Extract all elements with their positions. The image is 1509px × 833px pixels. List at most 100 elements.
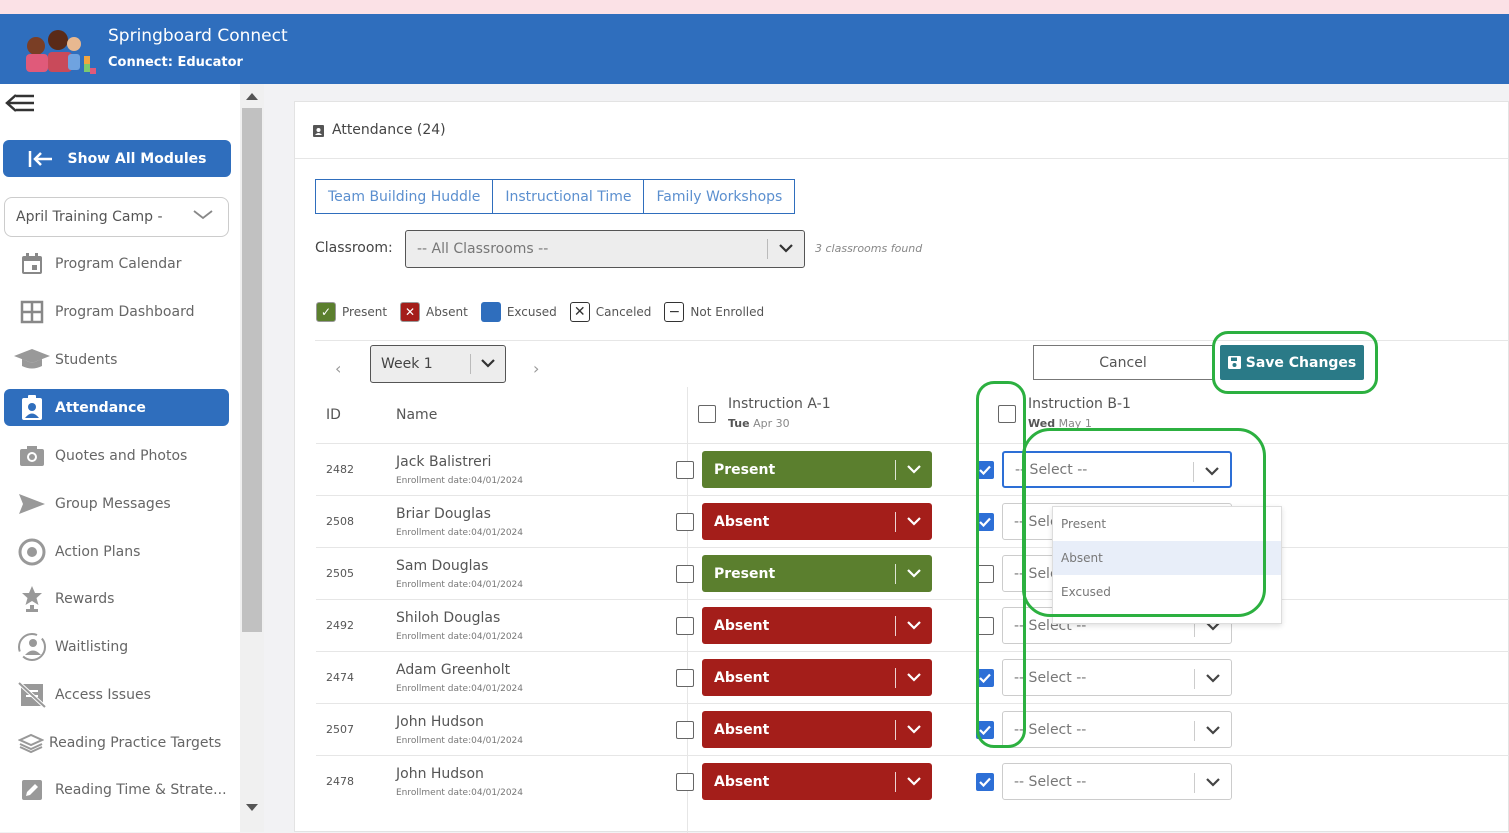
- status-select-a[interactable]: Absent: [702, 503, 932, 540]
- tab-family-workshops[interactable]: Family Workshops: [656, 188, 783, 205]
- student-name: Shiloh Douglas: [396, 610, 501, 626]
- scroll-down-icon[interactable]: [246, 804, 258, 811]
- status-select-b[interactable]: -- Select --: [1002, 711, 1232, 748]
- sidebar-item-quotes-photos[interactable]: Quotes and Photos: [4, 437, 229, 474]
- sidebar-item-reading-practice[interactable]: Reading Practice Targets: [4, 724, 229, 761]
- status-select-b[interactable]: -- Select --: [1002, 451, 1232, 488]
- row-a-checkbox[interactable]: [676, 461, 694, 479]
- sidebar-item-attendance[interactable]: Attendance: [4, 389, 229, 426]
- status-select-a[interactable]: Present: [702, 555, 932, 592]
- sidebar-item-waitlisting[interactable]: Waitlisting: [4, 628, 229, 665]
- sidebar-scrollbar[interactable]: [240, 84, 264, 832]
- row-b-checkbox[interactable]: [976, 721, 994, 739]
- cancel-button[interactable]: Cancel: [1033, 345, 1213, 380]
- row-a-checkbox[interactable]: [676, 773, 694, 791]
- sidebar: Show All Modules April Training Camp - P…: [0, 84, 240, 832]
- scroll-thumb[interactable]: [242, 108, 262, 632]
- row-a-checkbox[interactable]: [676, 721, 694, 739]
- collapse-menu-icon[interactable]: [4, 92, 36, 114]
- sidebar-item-label: Attendance: [55, 399, 146, 416]
- row-a-checkbox[interactable]: [676, 669, 694, 687]
- status-value: Absent: [714, 773, 770, 790]
- column-header-instruction-b: Instruction B-1: [1028, 396, 1131, 412]
- sidebar-item-access-issues[interactable]: Access Issues: [4, 676, 229, 713]
- sidebar-item-reading-time[interactable]: Reading Time & Strate...: [4, 771, 229, 808]
- sidebar-item-students[interactable]: Students: [4, 341, 229, 378]
- blocked-doc-icon: [18, 681, 46, 708]
- dropdown-option-absent[interactable]: Absent: [1053, 541, 1281, 575]
- row-b-checkbox[interactable]: [976, 669, 994, 687]
- select-all-b-checkbox[interactable]: [998, 405, 1016, 423]
- check-icon: [979, 465, 991, 475]
- legend: ✓ Present ✕ Absent Excused ✕ Canceled − Not …: [316, 302, 777, 322]
- sidebar-item-label: Program Dashboard: [55, 303, 195, 320]
- logo-icon: [26, 30, 96, 74]
- scroll-up-icon[interactable]: [246, 93, 258, 100]
- status-select-b[interactable]: -- Select --: [1002, 659, 1232, 696]
- dropdown-option-present[interactable]: Present: [1061, 517, 1107, 531]
- column-header-name: Name: [396, 407, 438, 423]
- sidebar-item-program-dashboard[interactable]: Program Dashboard: [4, 293, 229, 330]
- floppy-disk-icon: [1227, 356, 1241, 369]
- table-row: 2482 Jack Balistreri Enrollment date:04/01…: [316, 443, 1509, 495]
- sidebar-item-group-messages[interactable]: Group Messages: [4, 485, 229, 522]
- star-award-icon: [22, 585, 42, 612]
- chevron-down-icon: [481, 359, 495, 368]
- column-date-a: Tue Apr 30: [728, 417, 790, 430]
- save-changes-button[interactable]: Save Changes: [1220, 345, 1364, 380]
- chevron-down-icon: [907, 777, 921, 786]
- camp-select[interactable]: April Training Camp -: [4, 197, 229, 237]
- chevron-down-icon: [907, 621, 921, 630]
- sidebar-item-action-plans[interactable]: Action Plans: [4, 533, 229, 570]
- check-icon: ✓: [316, 302, 336, 322]
- row-b-checkbox[interactable]: [976, 513, 994, 531]
- row-b-checkbox[interactable]: [976, 773, 994, 791]
- status-select-a[interactable]: Present: [702, 451, 932, 488]
- sidebar-item-rewards[interactable]: Rewards: [4, 580, 229, 617]
- show-all-modules-button[interactable]: Show All Modules: [3, 140, 231, 177]
- row-b-checkbox[interactable]: [976, 565, 994, 583]
- sidebar-item-program-calendar[interactable]: Program Calendar: [4, 245, 229, 282]
- status-dropdown-menu: Present Absent Excused: [1052, 506, 1282, 624]
- chevron-down-icon: [779, 244, 793, 253]
- row-a-checkbox[interactable]: [676, 617, 694, 635]
- enrollment-date: Enrollment date:04/01/2024: [396, 684, 523, 694]
- column-date-b-value: May 1: [1058, 417, 1092, 430]
- chevron-down-icon: [193, 210, 213, 220]
- week-select[interactable]: Week 1: [370, 345, 506, 383]
- chevron-down-icon: [907, 673, 921, 682]
- column-day-b: Wed: [1028, 417, 1056, 430]
- tab-team-building[interactable]: Team Building Huddle: [316, 180, 494, 213]
- student-id: 2505: [326, 567, 354, 580]
- status-select-b[interactable]: -- Select --: [1002, 763, 1232, 800]
- app-title: Springboard Connect: [108, 26, 288, 46]
- status-select-a[interactable]: Absent: [702, 659, 932, 696]
- dropdown-option-excused[interactable]: Excused: [1061, 585, 1111, 599]
- legend-present: ✓ Present: [316, 302, 387, 322]
- column-header-id: ID: [326, 407, 341, 423]
- select-all-a-checkbox[interactable]: [698, 405, 716, 423]
- camp-select-value: April Training Camp -: [16, 209, 163, 225]
- classroom-select[interactable]: -- All Classrooms --: [405, 230, 805, 268]
- sidebar-item-label: Rewards: [55, 590, 115, 607]
- row-a-checkbox[interactable]: [676, 513, 694, 531]
- book-icon: [18, 733, 44, 753]
- row-b-checkbox[interactable]: [976, 461, 994, 479]
- chevron-right-icon[interactable]: ›: [533, 359, 540, 378]
- row-a-checkbox[interactable]: [676, 565, 694, 583]
- row-b-checkbox[interactable]: [976, 617, 994, 635]
- excused-swatch-icon: [480, 302, 501, 322]
- tab-instructional-time[interactable]: Instructional Time: [493, 180, 645, 213]
- status-select-a[interactable]: Absent: [702, 607, 932, 644]
- dashboard-grid-icon: [20, 300, 44, 323]
- classroom-label: Classroom:: [315, 240, 393, 256]
- chevron-left-icon[interactable]: ‹: [335, 359, 342, 378]
- status-select-a[interactable]: Absent: [702, 711, 932, 748]
- student-id: 2508: [326, 515, 354, 528]
- table-row: 2505 Sam Douglas Enrollment date:04/01/202…: [316, 547, 1509, 599]
- student-id: 2474: [326, 671, 354, 684]
- sidebar-item-label: Reading Time & Strate...: [55, 781, 227, 798]
- person-clock-icon: [18, 632, 46, 661]
- enrollment-date: Enrollment date:04/01/2024: [396, 580, 523, 590]
- status-select-a[interactable]: Absent: [702, 763, 932, 800]
